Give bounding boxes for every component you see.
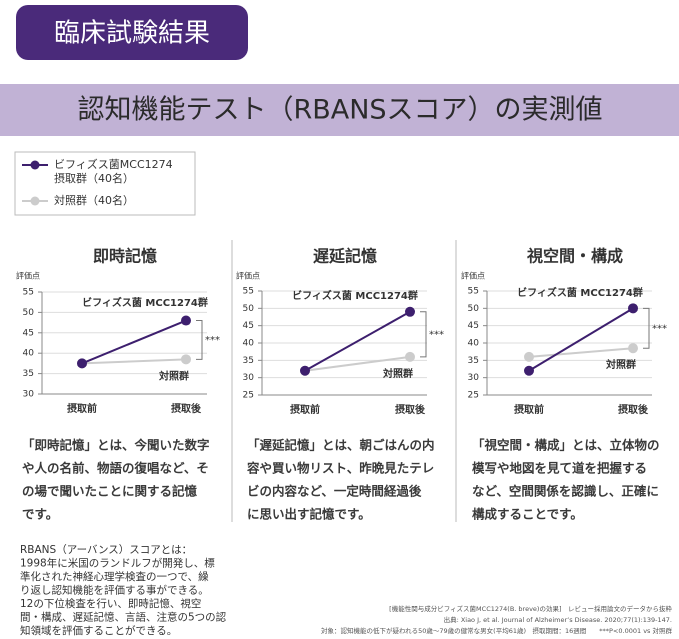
y-tick-label: 55 [243,287,254,297]
description-line: 「視空間・構成」とは、立体物の [472,438,660,453]
reference-line: 出典: Xiao J, et al. Journal of Alzheimer’… [444,615,672,624]
data-point [628,303,638,314]
description-line: 「遅延記憶」とは、朝ごはんの内 [247,438,435,453]
significance-bracket [643,307,650,349]
y-tick-label: 45 [243,321,254,331]
data-point [628,343,638,354]
chart-title: 即時記憶 [93,247,157,266]
note-line: 1998年に米国のランドルフが開発し、標 [20,557,215,570]
description-line: など、空間関係を認識し、正確に [472,484,659,499]
y-axis-label: 評価点 [16,271,40,281]
page-title: 認知機能テスト（RBANSスコア）の実測値 [77,95,602,126]
series-line [304,355,411,372]
note-line: 12の下位検査を行い、即時記憶、視空 [20,597,201,610]
significance-label: *** [652,323,667,334]
series-label: ビフィズス菌 MCC1274群 [517,286,643,299]
badge-text: 臨床試験結果 [54,19,210,49]
data-point [181,354,191,365]
y-tick-label: 50 [23,308,35,318]
y-tick-label: 35 [243,356,254,366]
chart-title: 視空間・構成 [526,247,623,266]
description-line: 構成することです。 [472,507,583,522]
reference-line: [機能性関与成分ビフィズス菌MCC1274(B. breve)の効果] レビュー… [389,604,672,613]
significance-label: *** [429,329,444,340]
x-tick-label: 摂取前 [290,403,320,416]
y-tick-label: 45 [468,321,479,331]
data-point [405,351,415,362]
significance-bracket [420,311,427,358]
series-line [304,310,411,372]
y-tick-label: 50 [468,304,480,314]
series-label: 対照群 [158,369,189,382]
legend-box [14,151,196,216]
legend-label: 摂取群（40名） [54,171,134,185]
y-tick-label: 35 [468,356,479,366]
y-tick-label: 40 [23,349,35,359]
data-point [77,358,87,369]
x-tick-label: 摂取後 [395,403,426,416]
y-tick-label: 30 [23,390,35,400]
description-line: 容や買い物リスト、昨晩見たテレ [246,461,434,476]
legend-marker [30,196,40,206]
y-tick-label: 40 [468,339,480,349]
data-point [524,351,534,362]
description-line: です。 [22,507,58,522]
description-line: 模写や地図を見て道を把握する [472,461,647,476]
y-tick-label: 40 [243,339,255,349]
y-axis-label: 評価点 [461,271,485,281]
series-line [81,319,187,365]
chart-title: 遅延記憶 [313,247,377,266]
data-point [181,315,191,326]
series-line [81,358,187,365]
description-line: の場で聞いたことに関する記憶 [22,484,198,499]
series-line [528,307,634,372]
y-tick-label: 55 [468,287,479,297]
series-label: ビフィズス菌 MCC1274群 [82,296,208,309]
data-point [524,365,534,376]
x-tick-label: 摂取前 [514,403,544,416]
y-tick-label: 25 [468,391,479,401]
note-line: 知領域を評価することができる。 [20,624,177,637]
reference-line: 対象：認知機能の低下が疑われる50歳〜79歳の健常な男女(平均61歳) 摂取期間… [321,626,673,635]
y-tick-label: 55 [23,288,34,298]
data-point [300,365,310,376]
legend-marker [30,160,40,170]
series-label: ビフィズス菌 MCC1274群 [292,289,418,302]
legend-label: ビフィズス菌MCC1274 [54,157,173,171]
title-band [0,84,679,136]
y-tick-label: 50 [243,304,255,314]
y-tick-label: 30 [468,373,480,383]
data-point [405,306,415,317]
significance-bracket [196,320,203,360]
header-badge [16,5,248,60]
x-tick-label: 摂取後 [618,403,649,416]
y-tick-label: 25 [243,391,254,401]
note-line: 間・構成、遅延記憶、言語、注意の5つの認 [20,611,227,624]
note-line: RBANS（アーバンス）スコアとは： [20,544,192,556]
note-line: 準化された神経心理学検査の一つで、繰 [20,570,209,583]
note-line: り返し認知機能を評価する事ができる。 [20,584,209,597]
y-tick-label: 45 [23,328,34,338]
series-label: 対照群 [605,358,636,371]
legend-label: 対照群（40名） [54,193,134,207]
description-line: や人の名前、物語の復唱など、そ [22,461,209,476]
x-tick-label: 摂取前 [67,402,97,415]
y-axis-label: 評価点 [236,271,260,281]
y-tick-label: 35 [23,369,34,379]
significance-label: *** [205,335,220,346]
series-label: 対照群 [382,367,413,380]
y-tick-label: 30 [243,373,255,383]
description-line: 「即時記憶」とは、今聞いた数字 [22,438,210,453]
x-tick-label: 摂取後 [171,402,202,415]
series-line [528,347,634,358]
description-line: ビの内容など、一定時間経過後 [247,484,422,499]
description-line: に思い出す記憶です。 [247,507,371,522]
